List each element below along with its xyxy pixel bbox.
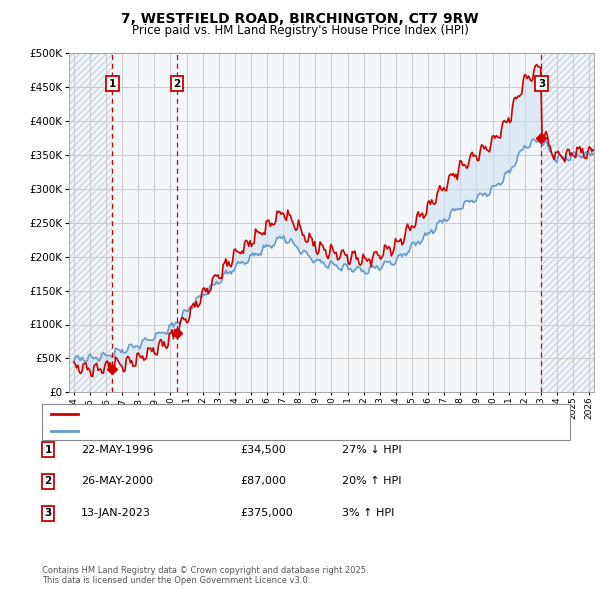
Text: 27% ↓ HPI: 27% ↓ HPI bbox=[342, 445, 401, 454]
Text: 3% ↑ HPI: 3% ↑ HPI bbox=[342, 509, 394, 518]
Text: 3: 3 bbox=[44, 509, 52, 518]
Text: 3: 3 bbox=[538, 78, 545, 88]
Text: Contains HM Land Registry data © Crown copyright and database right 2025.
This d: Contains HM Land Registry data © Crown c… bbox=[42, 566, 368, 585]
Text: 20% ↑ HPI: 20% ↑ HPI bbox=[342, 477, 401, 486]
Text: £375,000: £375,000 bbox=[240, 509, 293, 518]
Text: 7, WESTFIELD ROAD, BIRCHINGTON, CT7 9RW (semi-detached house): 7, WESTFIELD ROAD, BIRCHINGTON, CT7 9RW … bbox=[83, 409, 430, 419]
Text: £34,500: £34,500 bbox=[240, 445, 286, 454]
Text: 1: 1 bbox=[44, 445, 52, 454]
Text: 22-MAY-1996: 22-MAY-1996 bbox=[81, 445, 153, 454]
Text: 7, WESTFIELD ROAD, BIRCHINGTON, CT7 9RW: 7, WESTFIELD ROAD, BIRCHINGTON, CT7 9RW bbox=[121, 12, 479, 26]
Text: £87,000: £87,000 bbox=[240, 477, 286, 486]
Text: 13-JAN-2023: 13-JAN-2023 bbox=[81, 509, 151, 518]
Text: 2: 2 bbox=[173, 78, 181, 88]
Bar bbox=[112, 53, 541, 392]
Text: 1: 1 bbox=[109, 78, 116, 88]
Text: Price paid vs. HM Land Registry's House Price Index (HPI): Price paid vs. HM Land Registry's House … bbox=[131, 24, 469, 37]
Text: 2: 2 bbox=[44, 477, 52, 486]
Text: 26-MAY-2000: 26-MAY-2000 bbox=[81, 477, 153, 486]
Text: HPI: Average price, semi-detached house, Thanet: HPI: Average price, semi-detached house,… bbox=[83, 426, 329, 435]
